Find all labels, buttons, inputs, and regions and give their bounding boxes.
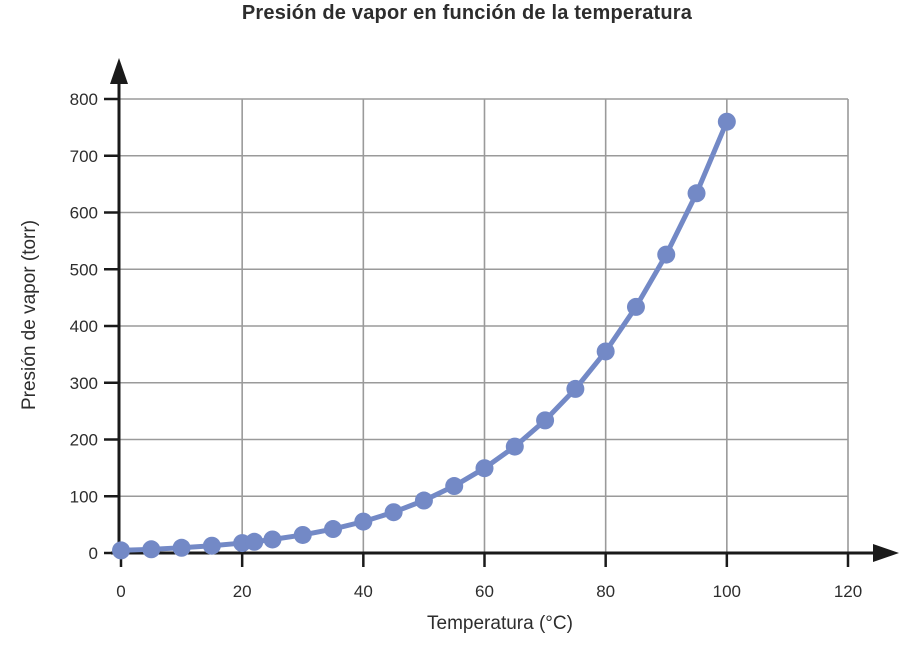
data-point [414,491,433,510]
x-tick-label: 80 [596,582,615,601]
y-tick-label: 700 [70,147,98,166]
y-axis-arrowhead-icon [110,58,128,84]
x-tick-label: 40 [354,582,373,601]
y-tick-label: 100 [70,487,98,506]
x-axis-title: Temperatura (°C) [427,613,573,634]
x-axis-arrowhead-icon [873,544,899,562]
data-point [245,532,264,551]
x-tick-label: 20 [233,582,252,601]
data-point [112,541,130,560]
x-tick-label: 60 [475,582,494,601]
data-point [263,530,282,549]
data-point [384,503,403,522]
y-tick-label: 800 [70,90,98,109]
data-point [142,540,161,559]
data-point [505,437,524,456]
data-point [172,538,191,557]
y-tick-label: 500 [70,260,98,279]
data-point [626,297,645,316]
y-tick-label: 400 [70,317,98,336]
data-point [687,184,706,203]
data-point [475,459,494,478]
data-point [717,112,736,131]
data-point [657,245,676,264]
data-point [536,411,555,430]
data-point [566,379,585,398]
x-tick-label: 100 [713,582,741,601]
x-tick-label: 0 [116,582,125,601]
y-tick-label: 0 [89,544,98,563]
y-tick-label: 300 [70,374,98,393]
data-point [324,520,343,539]
data-point [596,342,615,361]
x-tick-label: 120 [834,582,862,601]
data-point [202,536,221,555]
chart-title: Presión de vapor en función de la temper… [241,2,693,24]
y-tick-label: 200 [70,431,98,450]
data-point [445,477,464,496]
data-point [293,525,312,544]
y-tick-label: 600 [70,204,98,223]
data-point [354,512,373,531]
series-line [118,119,730,553]
